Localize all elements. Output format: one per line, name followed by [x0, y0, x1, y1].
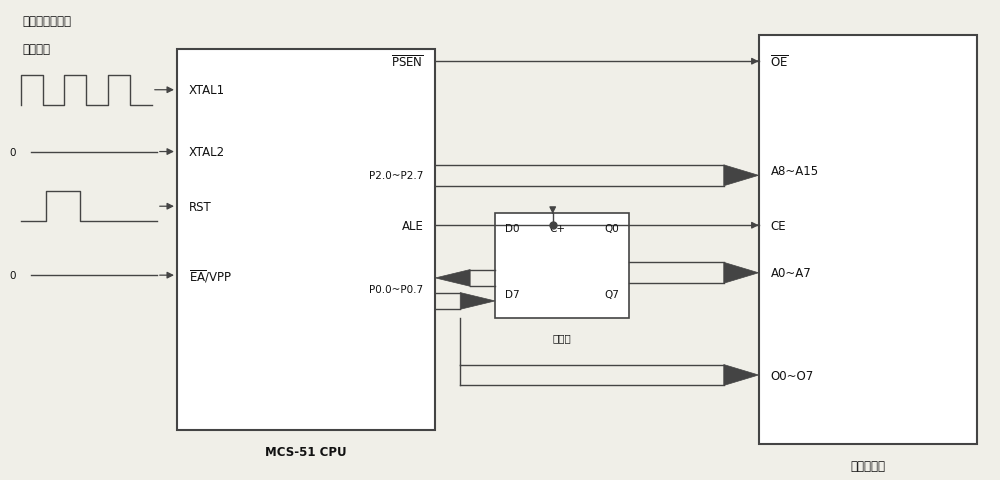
Polygon shape — [724, 263, 759, 284]
Text: Q7: Q7 — [604, 289, 619, 300]
Text: CE: CE — [770, 219, 786, 232]
Text: 锁存器: 锁存器 — [553, 333, 572, 343]
Text: A8~A15: A8~A15 — [770, 165, 819, 178]
Text: $\overline{\mathrm{OE}}$: $\overline{\mathrm{OE}}$ — [770, 54, 789, 70]
Text: C+: C+ — [550, 223, 566, 233]
Polygon shape — [724, 365, 759, 385]
Text: RST: RST — [189, 200, 211, 213]
Text: XTAL2: XTAL2 — [189, 146, 225, 159]
Text: $\overline{\mathrm{EA}}$/VPP: $\overline{\mathrm{EA}}$/VPP — [189, 267, 232, 284]
Text: 激励信号: 激励信号 — [23, 43, 51, 56]
Text: 集成电路测试机: 集成电路测试机 — [23, 14, 72, 28]
Text: 外部存储器: 外部存储器 — [850, 459, 885, 472]
Text: D7: D7 — [505, 289, 520, 300]
Text: O0~O7: O0~O7 — [770, 369, 814, 382]
Bar — [759, 36, 977, 444]
Text: P2.0~P2.7: P2.0~P2.7 — [369, 171, 423, 181]
Polygon shape — [460, 293, 495, 310]
Text: $\overline{\mathrm{PSEN}}$: $\overline{\mathrm{PSEN}}$ — [391, 54, 423, 70]
Text: A0~A7: A0~A7 — [770, 267, 811, 280]
Text: ALE: ALE — [402, 219, 423, 232]
Polygon shape — [435, 270, 470, 287]
Text: Q0: Q0 — [605, 223, 619, 233]
Text: 0: 0 — [9, 271, 16, 281]
Text: P0.0~P0.7: P0.0~P0.7 — [369, 285, 423, 295]
Text: MCS-51 CPU: MCS-51 CPU — [265, 444, 347, 457]
Bar — [177, 50, 435, 430]
Polygon shape — [724, 166, 759, 186]
Text: 0: 0 — [9, 147, 16, 157]
Bar — [495, 214, 629, 318]
Text: XTAL1: XTAL1 — [189, 84, 225, 97]
Text: D0: D0 — [505, 223, 519, 233]
